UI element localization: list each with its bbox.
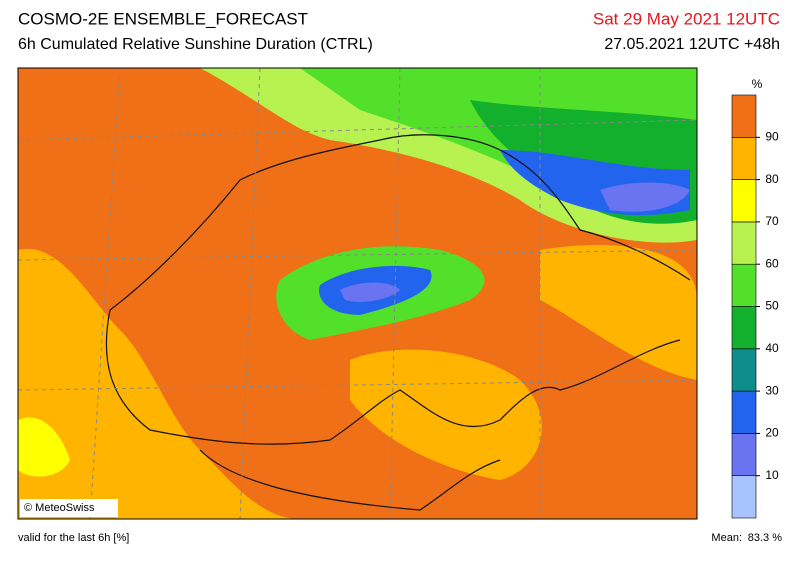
colorbar-bin [731,94,757,138]
colorbar-tick-label: 20 [765,426,779,440]
credit: © MeteoSwiss [24,502,95,514]
colorbar-bin [731,433,757,476]
map: © MeteoSwiss [17,67,698,520]
colorbar-bin [731,306,757,350]
colorbar-tick-label: 30 [765,383,779,397]
colorbar-tick-label: 60 [765,256,779,270]
colorbar-bin [731,179,757,223]
colorbar-tick-label: 10 [765,468,779,482]
subtitle: 6h Cumulated Relative Sunshine Duration … [18,36,373,53]
colorbar-tick-label: 50 [765,299,779,313]
colorbar-tick-label: 40 [765,341,779,355]
valid-time: Sat 29 May 2021 12UTC [593,9,780,28]
mean-value: 83.3 % [748,532,782,544]
run-time: 27.05.2021 12UTC +48h [604,36,780,53]
title: COSMO-2E ENSEMBLE_FORECAST [18,9,308,28]
credit-box [20,499,118,517]
colorbar-bin [731,348,757,392]
legend-unit: % [752,77,763,91]
mean-label: Mean: [711,532,742,544]
colorbar-tick-label: 90 [765,129,779,143]
colorbar-bin [731,390,757,434]
validity-note: valid for the last 6h [%] [18,532,129,544]
colorbar-tick-label: 80 [765,172,779,186]
colorbar-tick-label: 70 [765,214,779,228]
colorbar-bin [731,221,757,265]
colorbar-bin [731,475,757,519]
colorbar-bin [731,263,757,307]
colorbar: % 10 20 30 40 50 60 70 80 90 [731,77,779,519]
colorbar-bin [731,137,757,180]
